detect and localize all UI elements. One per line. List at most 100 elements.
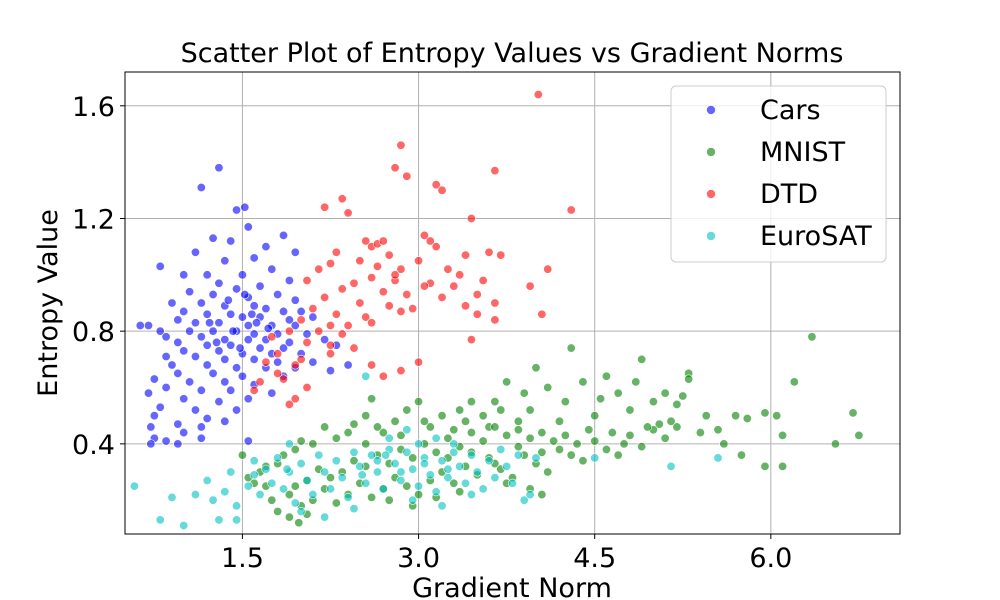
point-eurosat <box>449 439 459 449</box>
point-mnist <box>372 422 382 432</box>
point-mnist <box>637 354 647 364</box>
point-cars <box>149 374 159 384</box>
point-dtd <box>367 273 377 283</box>
point-dtd <box>361 312 371 322</box>
point-dtd <box>537 309 547 319</box>
point-dtd <box>302 383 312 393</box>
point-eurosat <box>402 425 412 435</box>
point-dtd <box>425 236 435 246</box>
point-dtd <box>320 202 330 212</box>
point-mnist <box>590 436 600 446</box>
point-eurosat <box>208 495 218 505</box>
point-dtd <box>543 264 553 274</box>
legend: Cars MNIST DTD EuroSAT <box>670 85 887 263</box>
point-cars <box>202 270 212 280</box>
point-eurosat <box>202 475 212 485</box>
point-eurosat <box>232 501 242 511</box>
x-tick-label: 6.0 <box>749 543 792 574</box>
point-cars <box>214 163 224 173</box>
point-mnist <box>367 492 377 502</box>
point-dtd <box>337 194 347 204</box>
point-dtd <box>408 304 418 314</box>
point-mnist <box>625 405 635 415</box>
point-cars <box>237 371 247 381</box>
point-mnist <box>619 439 629 449</box>
point-cars <box>208 326 218 336</box>
point-dtd <box>249 385 259 395</box>
point-dtd <box>384 250 394 260</box>
point-dtd <box>290 394 300 404</box>
point-eurosat <box>314 450 324 460</box>
point-cars <box>167 298 177 308</box>
point-mnist <box>466 397 476 407</box>
point-eurosat <box>343 492 353 502</box>
point-dtd <box>267 332 277 342</box>
point-cars <box>343 360 353 370</box>
point-cars <box>325 366 335 376</box>
point-cars <box>208 368 218 378</box>
point-mnist <box>496 405 506 415</box>
point-eurosat <box>214 515 224 525</box>
point-cars <box>208 290 218 300</box>
point-mnist <box>513 442 523 452</box>
point-dtd <box>296 315 306 325</box>
point-mnist <box>830 439 840 449</box>
point-dtd <box>566 205 576 215</box>
point-dtd <box>466 335 476 345</box>
point-mnist <box>461 416 471 426</box>
point-cars <box>243 394 253 404</box>
point-eurosat <box>455 461 465 471</box>
point-dtd <box>314 326 324 336</box>
point-cars <box>320 335 330 345</box>
point-cars <box>214 278 224 288</box>
point-eurosat <box>372 456 382 466</box>
point-dtd <box>466 213 476 223</box>
point-cars <box>155 402 165 412</box>
point-eurosat <box>284 439 294 449</box>
y-axis-label: Entropy Value <box>33 209 64 397</box>
point-dtd <box>437 292 447 302</box>
legend-marker <box>706 147 716 157</box>
point-cars <box>284 275 294 285</box>
point-dtd <box>419 230 429 240</box>
point-cars <box>173 439 183 449</box>
point-dtd <box>284 399 294 409</box>
point-mnist <box>854 430 864 440</box>
point-mnist <box>672 422 682 432</box>
point-cars <box>267 388 277 398</box>
point-dtd <box>414 357 424 367</box>
point-mnist <box>290 444 300 454</box>
point-eurosat <box>267 478 277 488</box>
point-cars <box>284 337 294 347</box>
point-eurosat <box>437 501 447 511</box>
point-dtd <box>396 306 406 316</box>
point-cars <box>196 183 206 193</box>
point-cars <box>161 352 171 362</box>
point-mnist <box>760 461 770 471</box>
point-mnist <box>654 419 664 429</box>
point-cars <box>202 413 212 423</box>
point-mnist <box>419 416 429 426</box>
point-mnist <box>848 408 858 418</box>
point-eurosat <box>243 481 253 491</box>
point-dtd <box>361 236 371 246</box>
point-mnist <box>396 430 406 440</box>
point-eurosat <box>337 473 347 483</box>
point-cars <box>220 416 230 426</box>
point-mnist <box>637 442 647 452</box>
point-dtd <box>337 329 347 339</box>
point-mnist <box>320 422 330 432</box>
point-cars <box>185 377 195 387</box>
point-mnist <box>437 411 447 421</box>
point-dtd <box>314 264 324 274</box>
point-mnist <box>695 428 705 438</box>
point-eurosat <box>320 512 330 522</box>
point-cars <box>226 309 236 319</box>
point-mnist <box>525 433 535 443</box>
point-dtd <box>367 318 377 328</box>
point-mnist <box>237 450 247 460</box>
point-cars <box>179 346 189 356</box>
point-mnist <box>578 456 588 466</box>
scatter-points <box>129 90 864 531</box>
point-cars <box>173 419 183 429</box>
